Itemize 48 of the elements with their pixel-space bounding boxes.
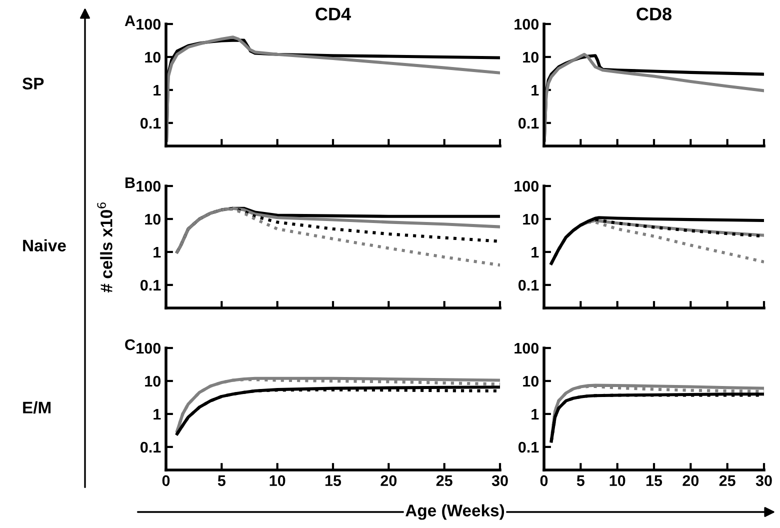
y-tick-label: 100 [136,342,161,354]
y-axis-title: # cells x10$^{6}$ [97,202,112,292]
y-tick-label: 100 [514,180,539,192]
y-tick-label: 100 [136,18,161,30]
y-tick-label: 1 [154,408,161,420]
x-tick-label: 10 [270,475,286,486]
chart-title: CD4 [316,8,351,20]
text: SP [22,78,44,90]
y-tick-label: 1 [154,84,161,96]
y-tick-label: 0.1 [518,280,539,291]
y-tick-label: 10 [145,376,161,387]
y-tick-label: 1 [532,84,539,96]
text: C [125,339,136,350]
text: E/M [23,401,51,414]
y-tick-label: 10 [523,52,539,63]
chart-title: CD8 [636,8,672,20]
x-tick-label: 0 [540,475,548,486]
text: B [126,177,135,188]
y-tick-label: 100 [514,18,539,30]
x-axis-title: Age (Weeks) [406,504,504,520]
y-tick-label: 1 [154,246,161,258]
y-tick-label: 0.1 [140,118,161,129]
x-tick-label: 20 [682,475,699,486]
y-tick-label: 100 [136,180,161,192]
y-tick-label: 1 [532,408,539,420]
y-tick-label: 10 [145,214,161,225]
x-tick-label: 25 [436,475,452,486]
x-tick-label: 5 [218,475,226,486]
y-tick-label: 10 [523,214,539,225]
y-tick-label: 10 [145,52,161,63]
x-tick-label: 15 [325,475,342,486]
y-tick-label: 1 [532,246,539,258]
y-tick-label: 100 [514,342,539,354]
y-tick-label: 10 [523,376,539,387]
x-tick-label: 25 [719,475,736,486]
x-tick-label: 30 [492,475,508,486]
x-tick-label: 5 [576,475,584,486]
x-tick-label: 15 [646,475,662,486]
y-tick-label: 0.1 [140,280,161,291]
text: A [124,15,136,26]
x-tick-label: 0 [162,475,170,486]
x-tick-label: 20 [380,475,397,486]
x-tick-label: 10 [610,475,626,486]
x-tick-label: 30 [756,475,772,486]
text: Naive [23,239,66,252]
y-tick-label: 0.1 [140,442,161,453]
y-tick-label: 0.1 [518,118,539,129]
y-tick-label: 0.1 [518,442,539,453]
